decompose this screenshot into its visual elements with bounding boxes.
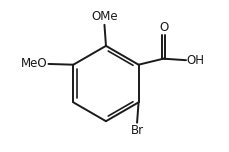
Text: O: O xyxy=(159,21,168,34)
Text: OMe: OMe xyxy=(91,10,117,23)
Text: MeO: MeO xyxy=(21,57,48,70)
Text: OH: OH xyxy=(186,54,204,67)
Text: Br: Br xyxy=(130,124,143,138)
